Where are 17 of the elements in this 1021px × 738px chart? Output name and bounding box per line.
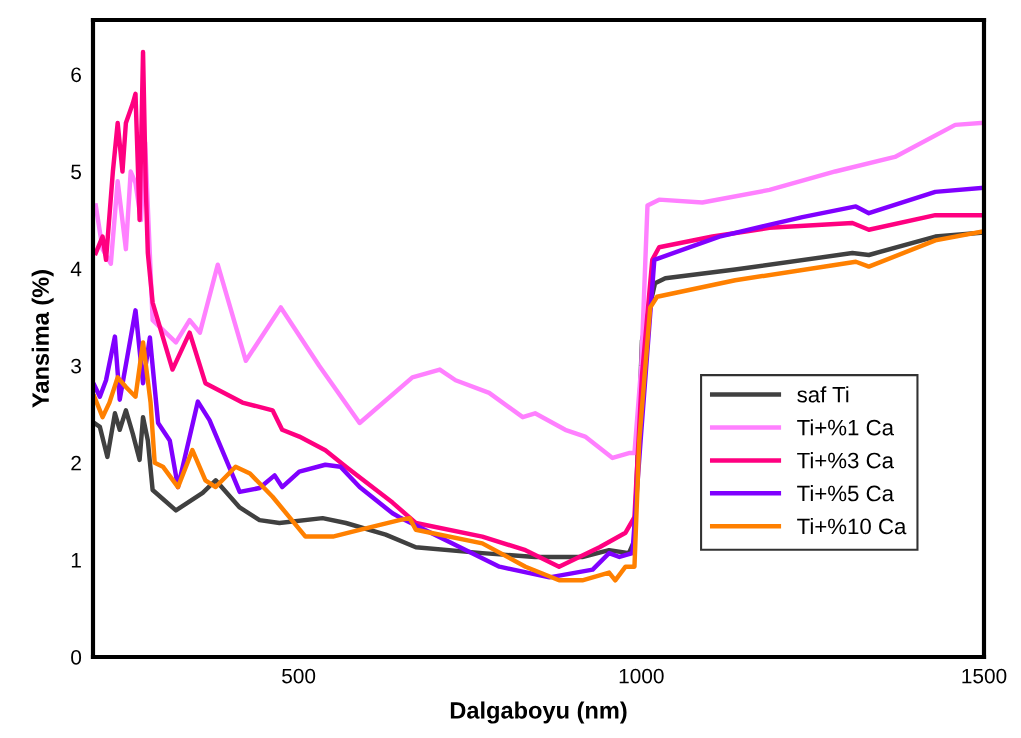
y-axis-title: Yansima (%) <box>31 270 54 408</box>
legend-label: Ti+%3 Ca <box>797 452 894 469</box>
y-tick-label: 1 <box>71 553 81 568</box>
legend-label: saf Ti <box>797 386 849 403</box>
y-tick-label: 6 <box>71 67 81 83</box>
x-tick-label: 500 <box>282 668 316 684</box>
x-tick-label: 1000 <box>619 668 664 684</box>
legend-label: Ti+%10 Ca <box>797 517 907 535</box>
y-tick-label: 0 <box>71 650 82 665</box>
legend-label: Ti+%5 Ca <box>797 485 894 502</box>
x-tick-label: 1500 <box>962 668 1007 684</box>
legend-label: Ti+%1 Ca <box>797 419 894 436</box>
y-tick-label: 2 <box>71 455 81 471</box>
y-tick-label: 5 <box>71 164 82 180</box>
x-axis-title: Dalgaboyu (nm) <box>450 701 627 724</box>
y-tick-label: 4 <box>70 261 82 277</box>
y-tick-label: 3 <box>71 358 81 374</box>
